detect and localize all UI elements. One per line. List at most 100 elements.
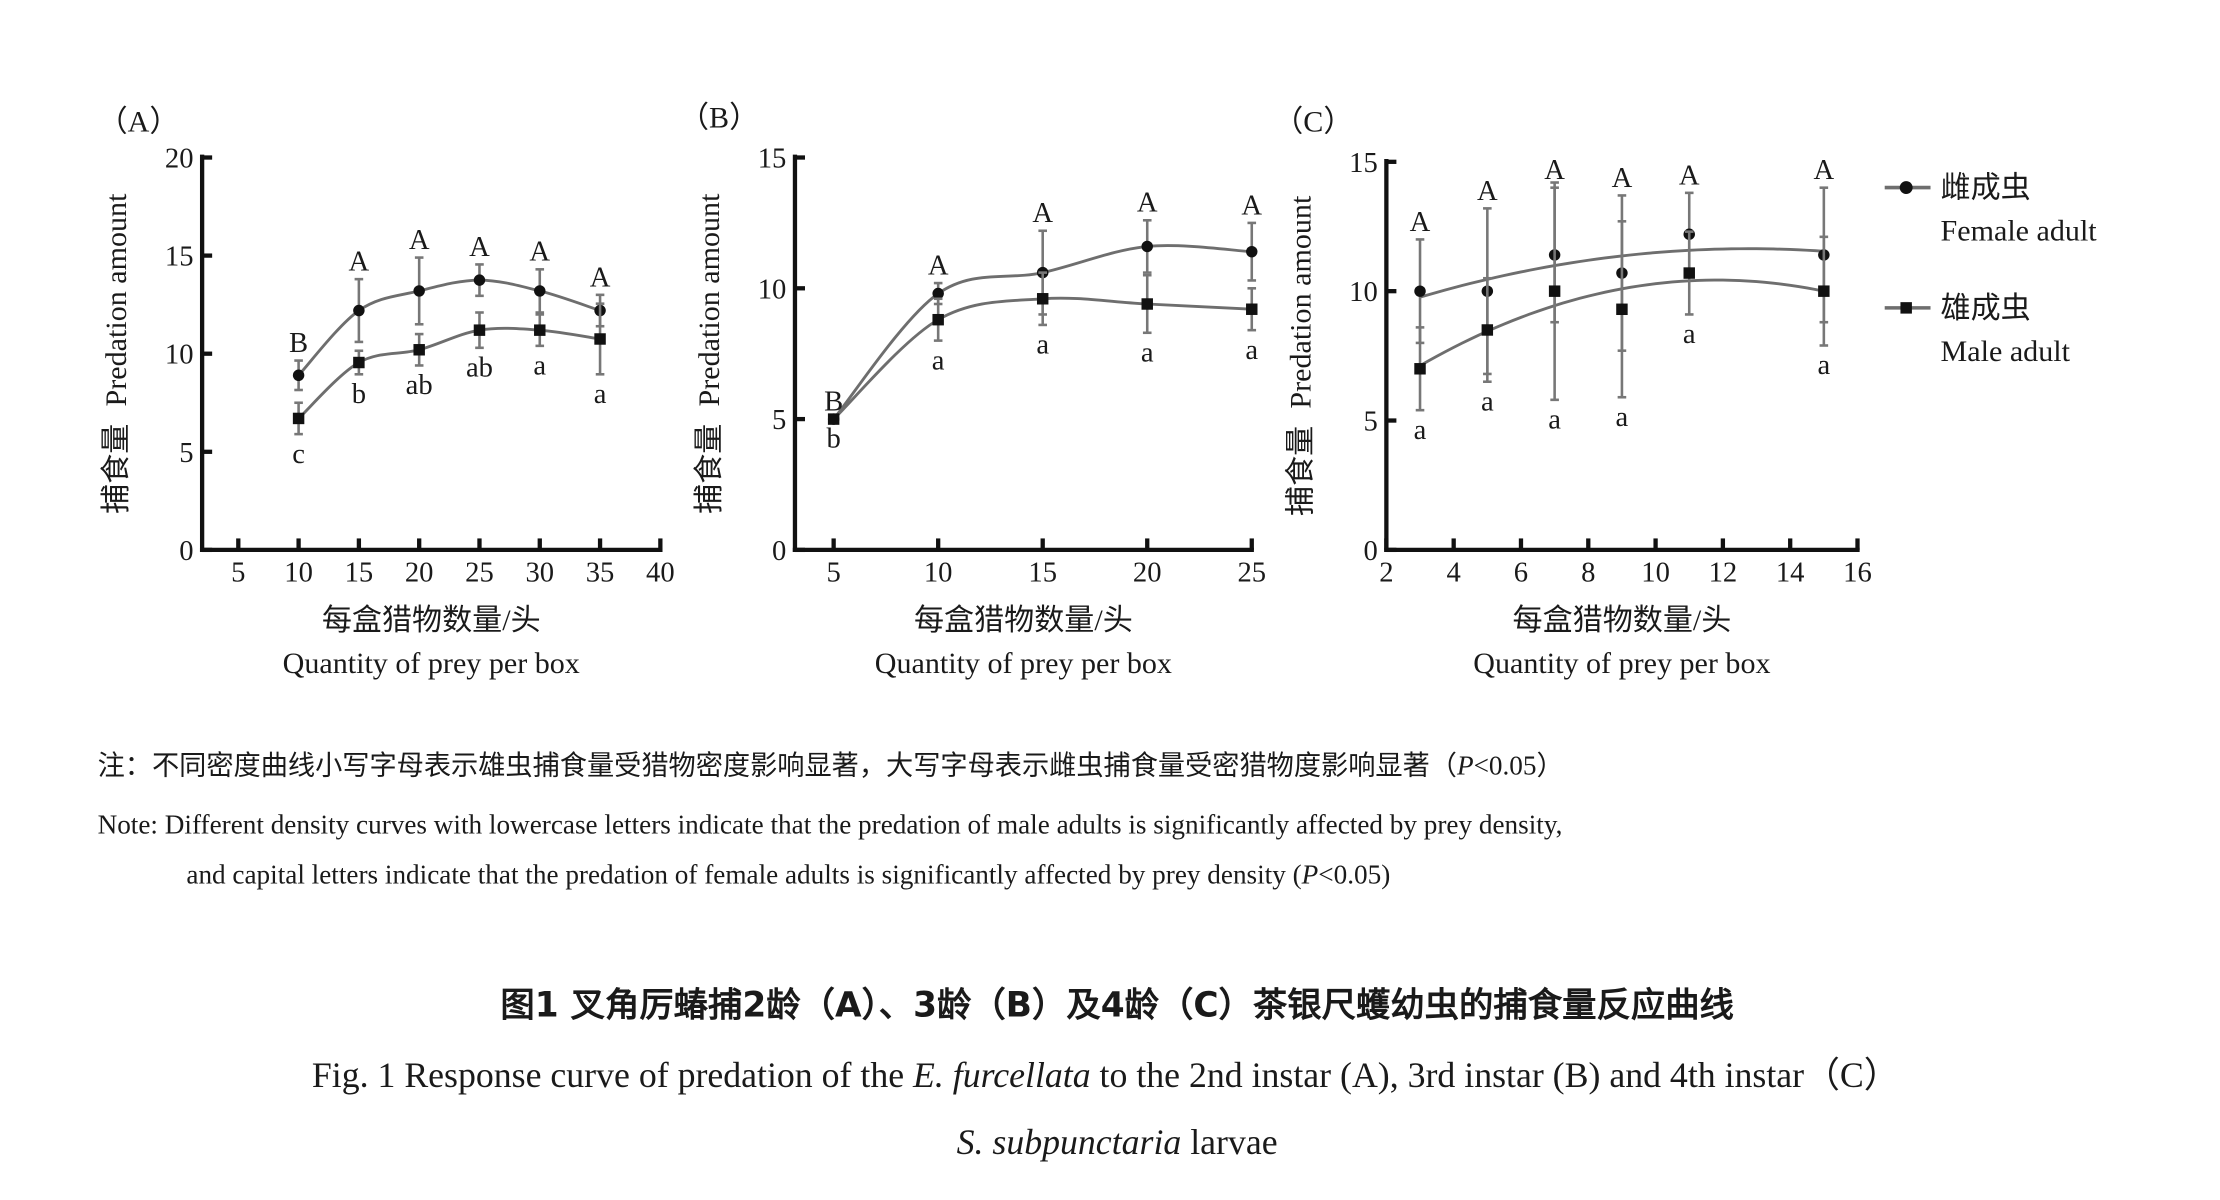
data-point-male <box>1414 363 1426 375</box>
fit-curve <box>297 278 601 377</box>
caption-en-line1: Fig. 1 Response curve of predation of th… <box>312 1055 1900 1095</box>
caption-en-c: larvae <box>1181 1122 1277 1162</box>
data-point-male <box>1036 293 1049 305</box>
caption-cn: 图1 叉角厉蝽捕2龄（A）、3龄（B）及4龄（C）茶银尺蠖幼虫的捕食量反应曲线 <box>500 986 1734 1026</box>
caption-species-2: S. subpunctaria <box>957 1122 1182 1162</box>
x-tick-label: 35 <box>586 556 615 588</box>
x-tick-label: 8 <box>1581 556 1595 588</box>
y-tick-label: 15 <box>758 143 787 175</box>
note-cn-text: 注：不同密度曲线小写字母表示雄虫捕食量受猎物密度影响显著，大写字母表示雌虫捕食量… <box>98 751 1457 781</box>
significance-letter: a <box>1616 401 1629 433</box>
data-point-female <box>473 274 486 286</box>
note-en-line2: and capital letters indicate that the pr… <box>186 860 1390 890</box>
y-tick-label: 15 <box>1349 147 1378 179</box>
significance-letter: A <box>349 246 370 278</box>
data-point-male <box>827 413 840 425</box>
note-cn: 注：不同密度曲线小写字母表示雄虫捕食量受猎物密度影响显著，大写字母表示雌虫捕食量… <box>98 751 1564 781</box>
data-point-male <box>473 324 486 336</box>
series-male: b a a a a <box>826 271 1258 455</box>
series-male: c b ab ab a a <box>292 302 607 470</box>
significance-letter: A <box>1477 175 1498 207</box>
significance-letter: a <box>1481 385 1494 417</box>
panel-label: （C） <box>1273 105 1353 139</box>
significance-letter: A <box>469 231 490 263</box>
series-male: a a a a a a <box>1414 181 1830 446</box>
data-point-female <box>534 285 546 297</box>
x-tick-label: 4 <box>1447 556 1461 588</box>
x-tick-label: 20 <box>1133 556 1162 588</box>
significance-letter: A <box>1241 189 1262 221</box>
data-point-female <box>932 287 944 300</box>
legend-female-cn: 雌成虫 <box>1941 171 2031 205</box>
y-tick-label: 10 <box>758 273 787 305</box>
data-point-female <box>353 304 365 317</box>
significance-letter: A <box>1813 154 1834 186</box>
note-en-end: <0.05) <box>1318 860 1390 890</box>
x-axis-title-en: Quantity of prey per box <box>875 646 1172 680</box>
x-tick-label: 20 <box>405 556 434 588</box>
legend-female-en: Female adult <box>1941 214 2098 248</box>
significance-letter: c <box>292 438 305 470</box>
x-tick-label: 5 <box>826 556 840 588</box>
data-point-male <box>1548 285 1561 297</box>
legend-male-en: Male adult <box>1941 334 2071 368</box>
significance-letter: A <box>1032 197 1053 229</box>
legend-female-marker <box>1899 181 1913 195</box>
figure-caption: 图1 叉角厉蝽捕2龄（A）、3龄（B）及4龄（C）茶银尺蠖幼虫的捕食量反应曲线 … <box>312 986 1900 1162</box>
x-axis-title-en: Quantity of prey per box <box>1473 646 1770 680</box>
significance-letter: a <box>1245 334 1258 366</box>
y-tick-label: 5 <box>179 437 193 469</box>
data-point-male <box>1481 324 1494 336</box>
series-female: B A A A A A <box>289 224 611 392</box>
caption-en-line2: S. subpunctaria larvae <box>957 1122 1278 1162</box>
significance-letter: B <box>289 327 308 359</box>
significance-letter: A <box>590 261 611 293</box>
note-cn-p: P <box>1456 751 1474 781</box>
x-tick-label: 15 <box>1028 556 1057 588</box>
x-tick-label: 25 <box>465 556 494 588</box>
x-axis-title-cn: 每盒猎物数量/头 <box>914 603 1133 637</box>
y-tick-label: 10 <box>165 339 194 371</box>
x-tick-label: 16 <box>1843 556 1872 588</box>
significance-letter: a <box>1548 403 1561 435</box>
significance-letter: A <box>1612 162 1633 194</box>
data-point-male <box>1818 285 1830 297</box>
significance-letter: b <box>826 423 840 455</box>
significance-letter: B <box>824 386 843 418</box>
y-axis-title-en: Predation amount <box>692 193 726 407</box>
data-point-male <box>1246 303 1258 315</box>
data-point-female <box>292 369 305 382</box>
significance-letter: A <box>1544 154 1565 186</box>
y-tick-label: 0 <box>1363 535 1377 567</box>
significance-letter: a <box>1036 329 1049 361</box>
significance-letter: ab <box>466 351 493 383</box>
data-point-male <box>594 333 606 345</box>
x-tick-label: 25 <box>1237 556 1266 588</box>
caption-species-1: E. furcellata <box>912 1055 1091 1095</box>
x-tick-label: 40 <box>646 556 675 588</box>
data-point-female <box>413 285 425 297</box>
y-tick-label: 20 <box>165 143 194 175</box>
significance-letter: A <box>928 249 949 281</box>
y-tick-label: 0 <box>179 535 193 567</box>
y-tick-label: 5 <box>772 404 786 436</box>
significance-letter: a <box>533 349 546 381</box>
x-axis-title-cn: 每盒猎物数量/头 <box>1513 603 1732 637</box>
data-point-female <box>1141 240 1153 253</box>
caption-en-b: to the 2nd instar (A), 3rd instar (B) an… <box>1091 1055 1900 1095</box>
data-point-male <box>534 324 546 336</box>
significance-letter: a <box>1683 318 1696 350</box>
legend-male-marker <box>1900 302 1912 314</box>
y-tick-label: 5 <box>1363 406 1377 438</box>
x-tick-label: 10 <box>284 556 313 588</box>
significance-letter: A <box>1410 206 1431 238</box>
significance-letter: A <box>409 224 430 256</box>
panel-label: （B） <box>679 100 759 134</box>
data-point-male <box>1141 298 1153 310</box>
figure-notes: 注：不同密度曲线小写字母表示雄虫捕食量受猎物密度影响显著，大写字母表示雌虫捕食量… <box>98 751 1564 890</box>
note-cn-end: <0.05） <box>1474 751 1564 781</box>
note-en-p: P <box>1301 860 1319 890</box>
fit-curve <box>297 326 601 420</box>
significance-letter: A <box>529 236 550 268</box>
